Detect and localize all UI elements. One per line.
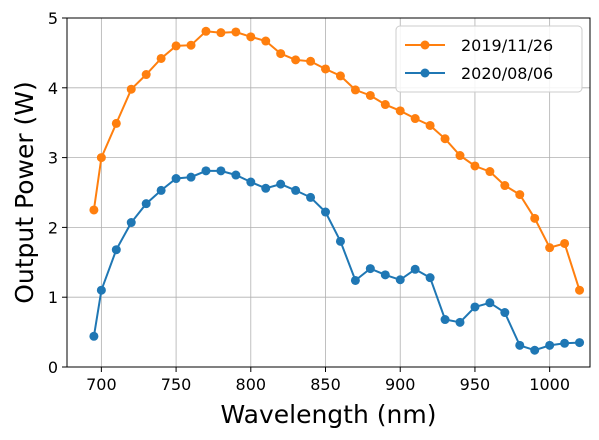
x-tick-label: 700 [86, 375, 117, 394]
data-point [440, 315, 450, 325]
x-axis-title: Wavelength (nm) [221, 400, 437, 429]
data-point [246, 32, 256, 42]
data-point [380, 270, 390, 280]
data-point [395, 275, 405, 285]
y-axis-title: Output Power (W) [10, 81, 39, 304]
data-point [515, 190, 525, 200]
data-point [455, 151, 465, 161]
data-point [89, 331, 99, 341]
data-point [575, 285, 585, 295]
data-point [425, 120, 435, 130]
data-point [560, 338, 570, 348]
data-point [321, 207, 331, 217]
data-point [560, 238, 570, 248]
series-line [92, 169, 580, 352]
legend-label: 2020/08/06 [461, 64, 553, 83]
data-point [470, 302, 480, 312]
series-1 [89, 26, 585, 295]
data-point [261, 183, 271, 193]
axis-ticks: 700 750 800 850 900 950 1000 0 1 2 3 4 5 [48, 9, 570, 394]
data-point [156, 53, 166, 63]
data-point [276, 179, 286, 189]
data-point [410, 114, 420, 124]
data-point [335, 236, 345, 246]
data-point [500, 181, 510, 191]
x-tick-label: 900 [385, 375, 416, 394]
data-point [485, 167, 495, 177]
data-point [530, 345, 540, 355]
data-point [111, 245, 121, 255]
data-point [395, 106, 405, 116]
legend: 2019/11/26 2020/08/06 [395, 25, 583, 93]
data-point [89, 205, 99, 215]
data-point [216, 28, 226, 38]
y-tick-label: 1 [48, 288, 58, 307]
data-point [500, 308, 510, 318]
x-tick-label: 950 [460, 375, 491, 394]
data-point [545, 340, 555, 350]
legend-box [395, 25, 583, 93]
data-point [365, 90, 375, 100]
data-point [186, 40, 196, 50]
series-2 [89, 166, 585, 355]
x-tick-label: 750 [161, 375, 192, 394]
data-point [455, 317, 465, 327]
data-point [291, 185, 301, 195]
data-point [171, 41, 181, 51]
data-point [530, 213, 540, 223]
data-point [201, 26, 211, 36]
y-tick-label: 4 [48, 79, 58, 98]
data-point [141, 70, 151, 80]
data-point [291, 55, 301, 65]
data-point [276, 49, 286, 59]
series-layer [89, 26, 585, 355]
data-point [425, 273, 435, 283]
data-point [231, 27, 241, 37]
y-tick-label: 5 [48, 9, 58, 28]
data-point [186, 172, 196, 182]
data-point [321, 64, 331, 74]
legend-marker [420, 40, 430, 50]
data-point [380, 100, 390, 110]
data-point [201, 166, 211, 176]
data-point [111, 118, 121, 128]
data-point [350, 85, 360, 95]
data-point [545, 243, 555, 253]
data-point [440, 134, 450, 144]
legend-label: 2019/11/26 [461, 36, 553, 55]
data-point [485, 298, 495, 308]
data-point [515, 340, 525, 350]
data-point [306, 56, 316, 66]
plot-frame [66, 17, 591, 368]
data-point [126, 218, 136, 228]
data-point [171, 174, 181, 184]
series-line [92, 30, 581, 291]
legend-marker [420, 68, 430, 78]
y-tick-label: 3 [48, 149, 58, 168]
data-point [96, 285, 106, 295]
x-tick-label: 850 [310, 375, 341, 394]
x-tick-label: 800 [236, 375, 267, 394]
y-tick-label: 0 [48, 358, 58, 377]
data-point [470, 161, 480, 171]
data-point [231, 170, 241, 180]
data-point [156, 185, 166, 195]
data-point [126, 84, 136, 94]
data-point [350, 275, 360, 285]
x-tick-label: 1000 [529, 375, 570, 394]
data-point [246, 177, 256, 187]
data-point [575, 338, 585, 348]
data-point [410, 264, 420, 274]
data-point [96, 153, 106, 163]
data-point [335, 71, 345, 81]
data-point [141, 199, 151, 209]
data-point [365, 264, 375, 274]
y-tick-label: 2 [48, 218, 58, 237]
data-point [261, 36, 271, 46]
data-point [306, 192, 316, 202]
data-point [216, 166, 226, 176]
